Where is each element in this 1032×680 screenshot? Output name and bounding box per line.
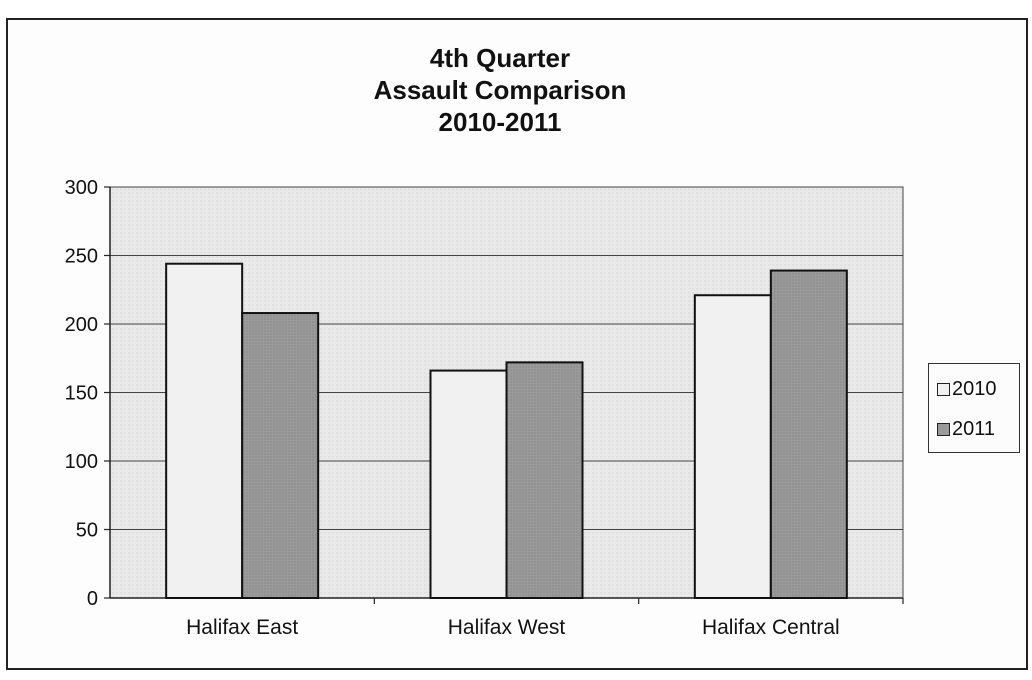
legend-label-2010: 2010: [952, 378, 997, 400]
x-tick-label: Halifax Central: [702, 616, 840, 639]
legend-label-2011: 2011: [952, 418, 996, 440]
y-tick-label: 250: [65, 246, 98, 268]
legend-swatch-2010: [937, 382, 950, 396]
bar-2010-halifax-east: [165, 262, 244, 599]
x-tick-label: Halifax West: [448, 616, 566, 639]
bar-2010-halifax-central: [693, 294, 772, 599]
x-tick-label: Halifax East: [186, 616, 298, 639]
y-tick-label: 0: [87, 588, 98, 610]
legend-swatch-2011: [937, 422, 950, 436]
y-tick-label: 100: [65, 451, 98, 473]
chart-title-line-2: Assault Comparison: [373, 75, 627, 105]
y-tick-label: 300: [65, 177, 98, 199]
y-tick-label: 200: [65, 314, 98, 336]
chart-title-line-3: 2010-2011: [438, 107, 562, 137]
y-tick-label: 150: [65, 383, 98, 405]
y-tick-label: 50: [76, 520, 98, 542]
legend-item-2011: 2011: [937, 418, 995, 440]
bar-2011-halifax-central: [769, 269, 848, 599]
chart-legend: 2010 2011: [928, 363, 1020, 453]
chart-title: 4th Quarter Assault Comparison 2010-2011: [300, 42, 700, 138]
bar-2011-halifax-west: [505, 361, 584, 599]
bar-2011-halifax-east: [241, 312, 320, 599]
chart-title-line-1: 4th Quarter: [429, 43, 571, 73]
legend-item-2010: 2010: [937, 378, 997, 400]
bar-2010-halifax-west: [429, 369, 508, 599]
